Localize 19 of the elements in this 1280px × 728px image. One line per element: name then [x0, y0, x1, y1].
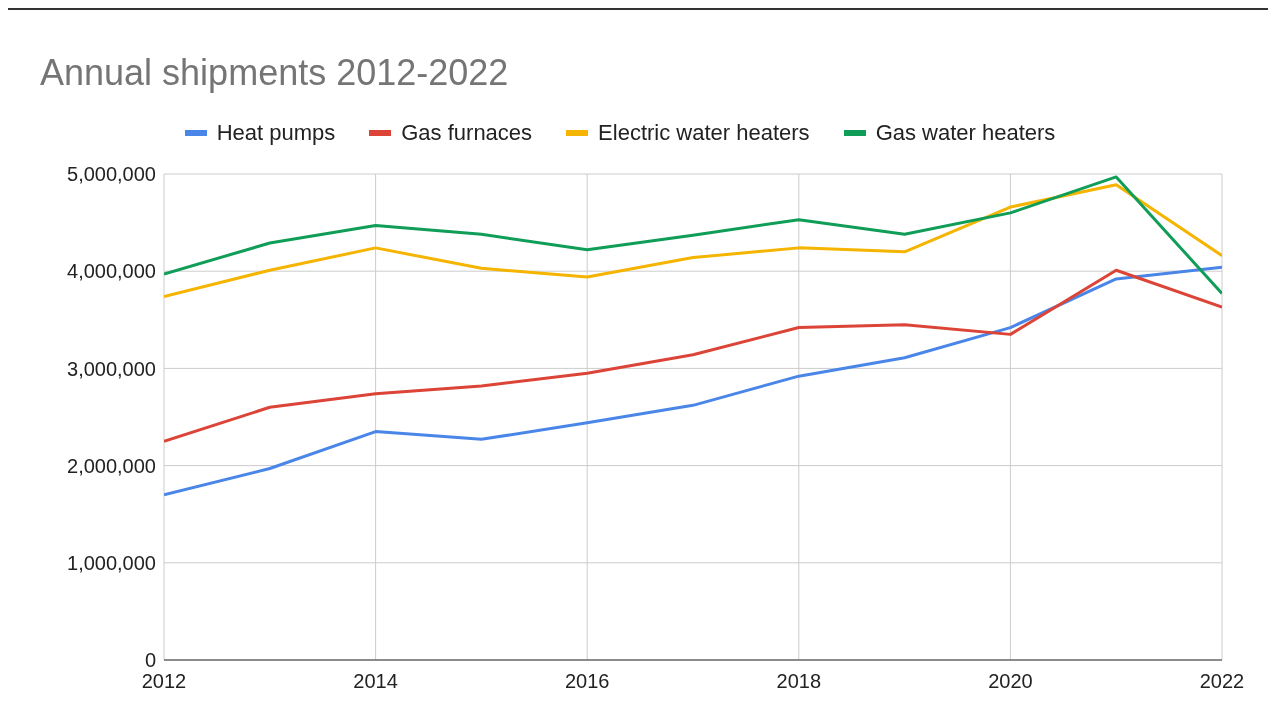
- legend-label: Gas water heaters: [875, 120, 1056, 146]
- x-tick-label: 2020: [988, 670, 1033, 693]
- x-tick-label: 2018: [776, 670, 822, 693]
- legend-label: Electric water heaters: [598, 120, 810, 146]
- line-series: [164, 268, 1222, 443]
- x-tick-label: 2022: [1199, 670, 1245, 693]
- x-tick-label: 2014: [353, 670, 398, 693]
- legend-label: Heat pumps: [216, 120, 336, 146]
- y-tick-label: 1,000,000: [67, 551, 156, 574]
- chart-title: Annual shipments 2012-2022: [40, 52, 509, 94]
- y-tick-label: 3,000,000: [67, 357, 156, 380]
- x-tick-label: 2016: [564, 670, 610, 693]
- y-tick-label: 2,000,000: [67, 454, 156, 477]
- line-series: [164, 265, 1222, 497]
- legend-label: Gas furnaces: [401, 120, 533, 146]
- y-tick-label: 0: [144, 649, 156, 672]
- y-tick-label: 4,000,000: [67, 260, 156, 283]
- y-tick-label: 5,000,000: [67, 163, 156, 186]
- x-tick-label: 2012: [141, 670, 187, 693]
